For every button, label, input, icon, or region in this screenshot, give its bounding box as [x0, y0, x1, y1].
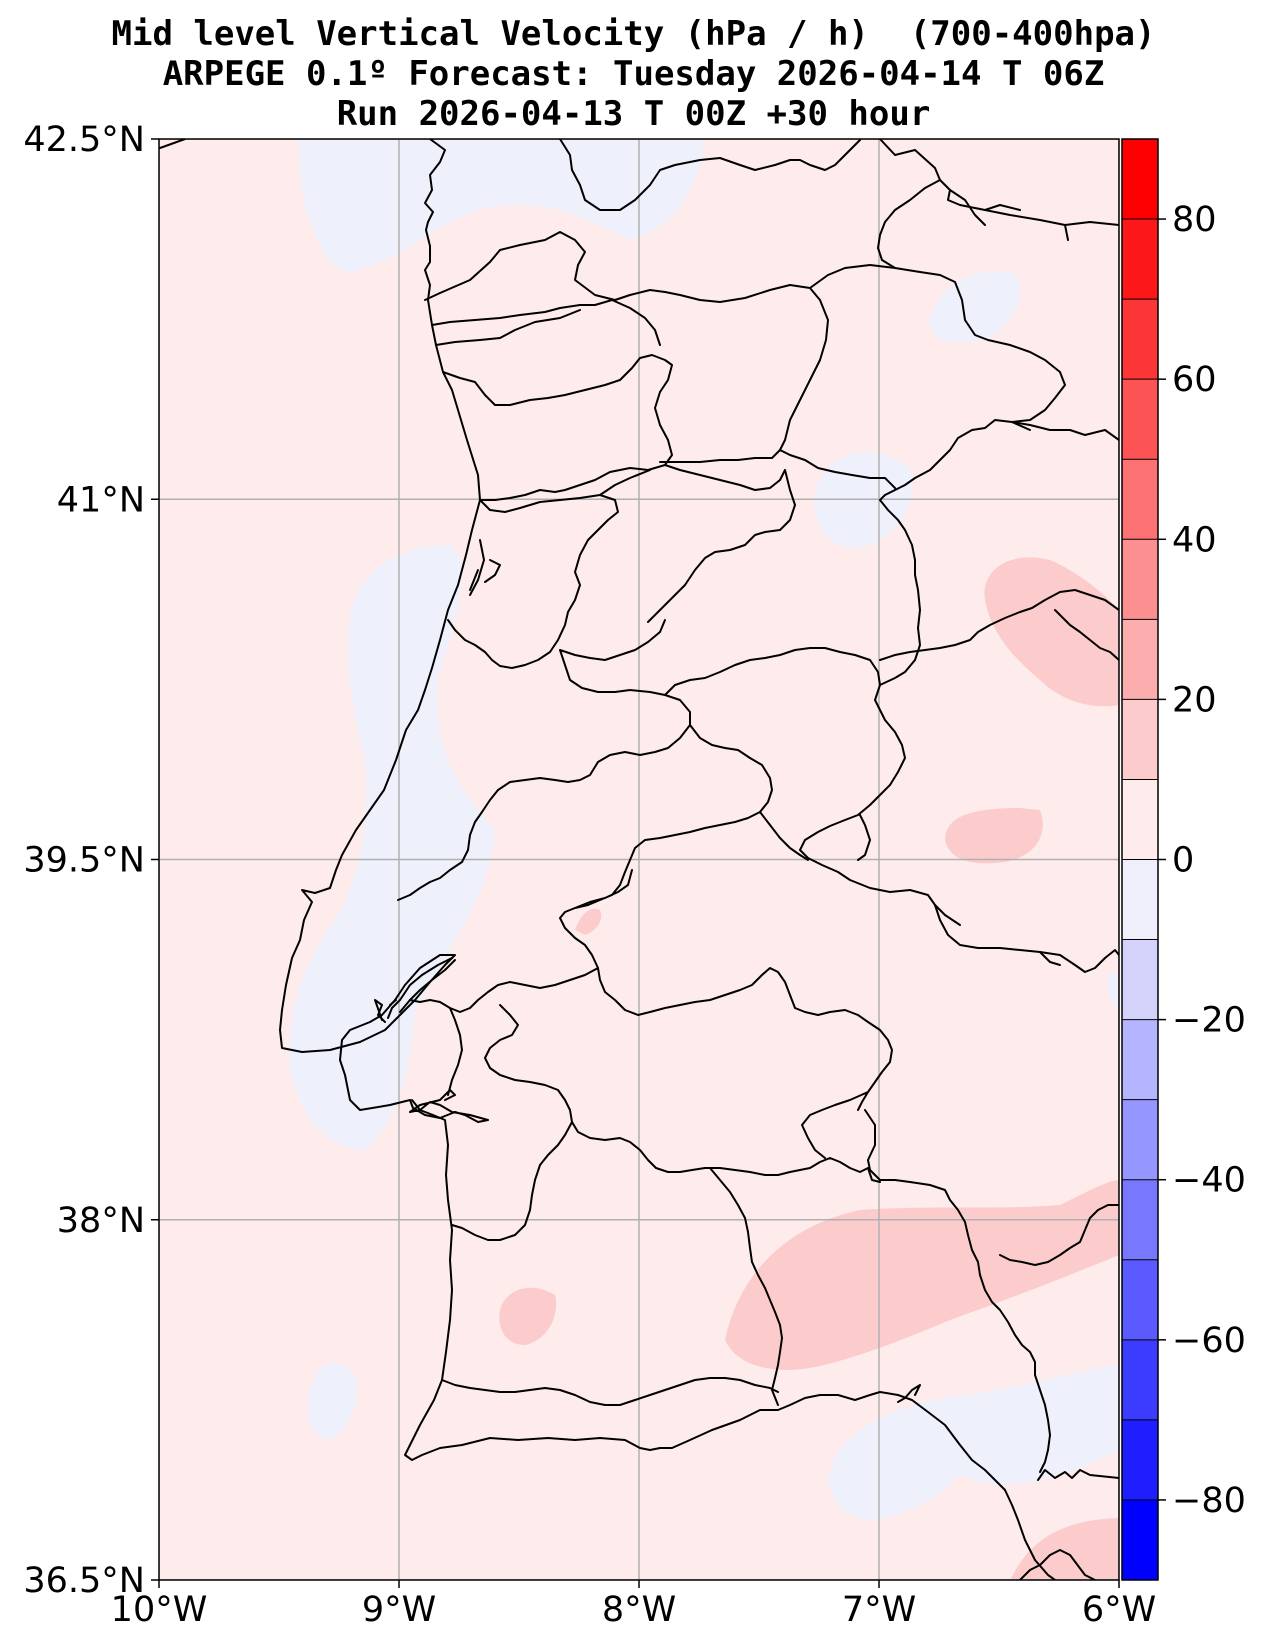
gridlines — [159, 139, 1119, 1580]
ascent-region-southwest — [307, 1362, 358, 1440]
descent-region-southeast — [725, 1180, 1119, 1370]
lat-tick-label: 41°N — [57, 480, 145, 520]
colorbar-segment — [1122, 1499, 1158, 1580]
coastline-portugal — [159, 139, 489, 1123]
ascent-region-coast — [289, 545, 495, 1150]
colorbar-segment — [1122, 1339, 1158, 1420]
colorbar-tick-label: −40 — [1172, 1161, 1246, 1201]
coastline-spain-south — [897, 1384, 1119, 1580]
colorbar-segment — [1122, 1419, 1158, 1500]
district-boundary — [397, 231, 1066, 1406]
colorbar-segment — [1122, 859, 1158, 940]
lat-tick-label: 38°N — [57, 1201, 145, 1241]
colorbar-segment — [1122, 1019, 1158, 1100]
map-panel — [159, 139, 1119, 1580]
lat-tick-label: 39.5°N — [23, 841, 145, 881]
colorbar-tick-label: 20 — [1172, 680, 1217, 720]
ascent-region-northeast — [929, 271, 1021, 343]
colorbar-tick-label: 60 — [1172, 360, 1217, 400]
title-line-3: Run 2026-04-13 T 00Z +30 hour — [336, 94, 931, 134]
colorbar-segment — [1122, 699, 1158, 780]
colorbar-segment — [1122, 219, 1158, 300]
lat-tick-label: 36.5°N — [23, 1561, 145, 1601]
title-line-1: Mid level Vertical Velocity (hPa / h) (7… — [111, 14, 1156, 54]
colorbar-segment — [1122, 459, 1158, 540]
lon-tick-label: 6°W — [1082, 1590, 1156, 1630]
colorbar-segment — [1122, 1099, 1158, 1180]
lon-tick-label: 7°W — [842, 1590, 916, 1630]
velocity-contours — [289, 139, 1119, 1580]
descent-region-center-east — [945, 808, 1043, 864]
colorbar-segment — [1122, 619, 1158, 700]
descent-region-east — [984, 557, 1119, 707]
colorbar-tick-label: −20 — [1172, 1001, 1246, 1041]
colorbar: 80 60 40 20 0 −20 −40 −60 −80 — [1121, 138, 1246, 1581]
descent-region-small — [575, 908, 602, 935]
colorbar-segment — [1122, 299, 1158, 380]
latitude-axis: 42.5°N 41°N 39.5°N 38°N 36.5°N — [23, 120, 159, 1601]
coastline-and-boundaries — [159, 139, 1119, 1580]
colorbar-tick-label: −60 — [1172, 1321, 1246, 1361]
lon-tick-label: 8°W — [602, 1590, 676, 1630]
colorbar-tick-label: 0 — [1172, 841, 1194, 881]
lat-tick-label: 42.5°N — [23, 120, 145, 160]
ascent-region-north — [299, 139, 705, 272]
ascent-region-east-edge — [1107, 972, 1119, 1006]
colorbar-tick-label: 80 — [1172, 200, 1217, 240]
border-portugal-spain — [559, 139, 1119, 1376]
colorbar-tick-label: 40 — [1172, 520, 1217, 560]
descent-region-south-corner — [1010, 1518, 1119, 1580]
colorbar-segment — [1122, 939, 1158, 1020]
tagus-estuary — [374, 957, 456, 1023]
ascent-region-central — [814, 452, 913, 549]
lon-tick-label: 10°W — [111, 1590, 208, 1630]
longitude-axis: 10°W 9°W 8°W 7°W 6°W — [111, 1580, 1156, 1630]
title-line-2: ARPEGE 0.1º Forecast: Tuesday 2026-04-14… — [162, 54, 1105, 94]
ascent-region-south — [828, 1365, 1119, 1520]
colorbar-segment — [1122, 1259, 1158, 1340]
descent-region-southwest — [499, 1287, 557, 1345]
colorbar-segment — [1122, 379, 1158, 460]
lon-tick-label: 9°W — [362, 1590, 436, 1630]
colorbar-segment — [1122, 1179, 1158, 1260]
colorbar-segment — [1122, 139, 1158, 220]
colorbar-tick-label: −80 — [1172, 1481, 1246, 1521]
coastline-alentejo — [404, 1099, 1056, 1580]
colorbar-segment — [1122, 539, 1158, 620]
colorbar-segment — [1122, 779, 1158, 860]
spain-boundary — [877, 179, 1119, 1473]
ria-aveiro — [469, 539, 501, 596]
